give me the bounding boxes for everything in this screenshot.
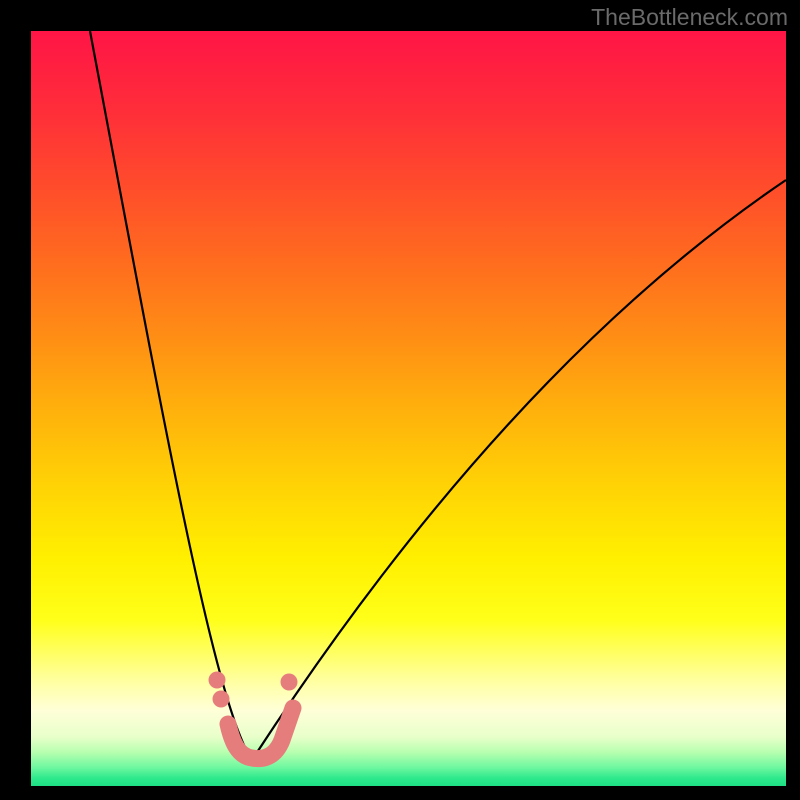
watermark-text: TheBottleneck.com	[591, 4, 788, 31]
frame-bar	[786, 0, 800, 800]
trough-dot	[281, 674, 298, 691]
plot-background	[31, 31, 786, 786]
frame-bar	[0, 0, 31, 800]
trough-dot	[213, 691, 230, 708]
chart-svg	[0, 0, 800, 800]
trough-dot	[209, 672, 226, 689]
frame-bar	[0, 786, 800, 800]
